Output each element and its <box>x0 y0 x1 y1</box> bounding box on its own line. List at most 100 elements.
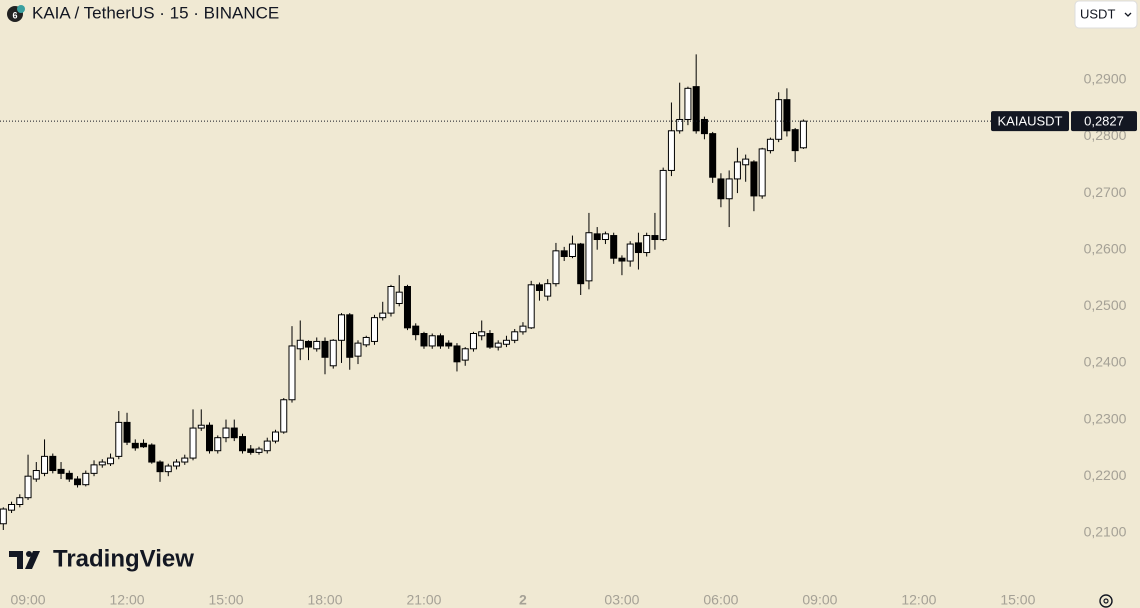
candle-body <box>502 339 510 345</box>
candle-body <box>560 250 568 257</box>
candle-body <box>709 133 717 178</box>
candle-body <box>717 178 725 200</box>
candle-body <box>486 333 494 348</box>
candle-body <box>164 465 172 473</box>
candle-body <box>280 399 288 433</box>
candle-body <box>239 436 247 452</box>
x-tick-label: 2 <box>519 592 527 608</box>
candle-body <box>766 138 774 152</box>
candle-body <box>313 340 321 350</box>
candle-body <box>544 283 552 297</box>
candle-body <box>700 118 708 135</box>
candle-body <box>247 448 255 453</box>
candle-body <box>222 427 230 439</box>
candle-body <box>189 427 197 459</box>
candle-body <box>453 345 461 363</box>
candle-body <box>469 333 477 350</box>
brand-logo: TradingView <box>9 545 194 572</box>
candle-body <box>643 235 651 254</box>
symbol-label-bg <box>991 111 1069 132</box>
x-tick-label: 12:00 <box>901 592 936 608</box>
candle-body <box>337 314 345 341</box>
currency-label[interactable]: USDT <box>1080 6 1115 21</box>
candle-body <box>115 421 123 457</box>
candle-body <box>263 440 271 452</box>
candle-body <box>535 284 543 291</box>
x-tick-label: 18:00 <box>307 592 342 608</box>
candle-body <box>74 478 82 486</box>
candle-body <box>49 455 57 472</box>
candle-body <box>387 286 395 314</box>
candle-body <box>478 331 486 337</box>
currency-button[interactable]: USDT <box>1074 0 1138 29</box>
x-tick-label: 15:00 <box>208 592 243 608</box>
y-tick-label: 0,2700 <box>1084 184 1127 200</box>
x-tick-label: 15:00 <box>1000 592 1035 608</box>
candle-body <box>651 235 659 241</box>
candle-body <box>90 464 98 474</box>
candle-body <box>65 472 73 480</box>
candle-body <box>610 235 618 259</box>
candle-body <box>445 342 453 347</box>
candle-body <box>428 335 436 347</box>
candle-body <box>140 442 148 448</box>
candle-body <box>346 314 354 358</box>
candle-body <box>173 461 181 467</box>
x-tick-label: 06:00 <box>703 592 738 608</box>
candle-body <box>585 232 593 282</box>
candle-body <box>354 342 362 357</box>
candle-body <box>758 148 766 197</box>
candle-body <box>41 455 49 474</box>
candle-body <box>601 233 609 241</box>
candle-body <box>57 468 65 474</box>
candle-body <box>296 339 304 350</box>
settings-icon[interactable] <box>1099 594 1113 608</box>
candle-body <box>8 504 16 511</box>
candle-body <box>436 335 444 347</box>
x-tick-label: 03:00 <box>604 592 639 608</box>
candle-body <box>750 161 758 197</box>
candle-body <box>148 444 156 463</box>
candle-body <box>98 461 106 466</box>
symbol-label: KAIAUSDT <box>997 114 1062 129</box>
candle-body <box>230 427 238 439</box>
price-label-bg <box>1071 111 1137 132</box>
y-tick-label: 0,2400 <box>1084 354 1127 370</box>
candle-body <box>692 86 700 132</box>
price-label: 0,2827 <box>1084 114 1124 129</box>
candle-body <box>676 118 684 132</box>
candle-body <box>379 312 387 319</box>
chart-title: KAIA / TetherUS · 15 · BINANCE <box>32 3 279 22</box>
candle-body <box>0 508 7 525</box>
candle-body <box>272 431 280 442</box>
y-tick-label: 0,2300 <box>1084 410 1127 426</box>
candle-body <box>527 284 535 329</box>
brand-text: TradingView <box>53 545 194 572</box>
candle-body <box>107 457 115 465</box>
candle-body <box>24 475 32 499</box>
candle-body <box>329 339 337 367</box>
candles <box>0 54 807 530</box>
candle-body <box>288 345 296 401</box>
candle-body <box>321 340 329 358</box>
candle-body <box>742 158 750 166</box>
y-tick-label: 0,2100 <box>1084 524 1127 540</box>
candle-body <box>395 291 403 304</box>
x-tick-label: 12:00 <box>110 592 145 608</box>
candle-body <box>16 497 24 506</box>
candle-body <box>577 243 585 285</box>
candle-body <box>593 233 601 241</box>
candle-body <box>684 87 692 120</box>
candle-body <box>255 448 263 453</box>
candle-body <box>370 317 378 342</box>
candle-body <box>783 99 791 132</box>
candle-body <box>634 242 642 254</box>
symbol-icon: 6 <box>7 5 25 22</box>
candle-body <box>32 470 40 480</box>
candle-body <box>511 331 519 341</box>
candle-body <box>123 421 131 443</box>
x-tick-label: 09:00 <box>11 592 46 608</box>
candle-body <box>461 348 469 361</box>
x-tick-label: 09:00 <box>802 592 837 608</box>
